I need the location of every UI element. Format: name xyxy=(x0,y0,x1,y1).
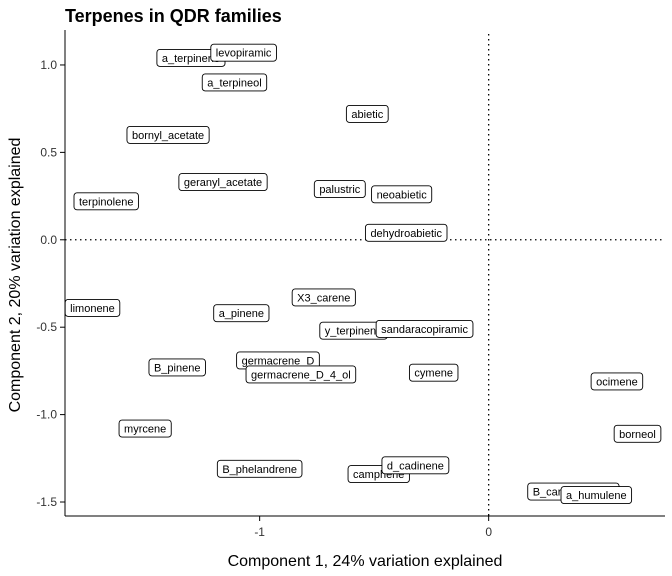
label-box xyxy=(291,288,356,307)
point-label: geranyl_acetate xyxy=(178,173,268,192)
label-text: B_phelandrene xyxy=(222,464,297,476)
point-label: dehydroabietic xyxy=(364,223,448,242)
label-text: borneol xyxy=(619,429,656,441)
label-text: germacrene_D xyxy=(242,355,315,367)
point-label: B_phelandrene xyxy=(216,459,303,478)
label-text: y_terpinene xyxy=(325,326,383,338)
label-text: terpinolene xyxy=(79,196,133,208)
label-box xyxy=(126,125,210,144)
point-label: a_pinene xyxy=(213,304,270,323)
point-label: germacrene_D_4_ol xyxy=(245,365,357,384)
label-text: limonene xyxy=(70,303,115,315)
point-label: d_cadinene xyxy=(381,456,450,475)
y-axis-title: Component 2, 20% variation explained xyxy=(7,138,24,413)
y-tick-label: -1.0 xyxy=(36,408,57,422)
label-box xyxy=(371,185,433,204)
point-label: B_pinene xyxy=(148,358,206,377)
label-text: levopiramic xyxy=(216,48,272,60)
point-label: X3_carene xyxy=(291,288,356,307)
label-box xyxy=(148,358,206,377)
label-box xyxy=(201,73,268,92)
point-label: palustric xyxy=(313,180,366,199)
label-text: cymene xyxy=(414,368,453,380)
label-text: palustric xyxy=(319,184,360,196)
label-box xyxy=(613,424,662,443)
point-label: cymene xyxy=(408,363,459,382)
point-label: abietic xyxy=(345,104,389,123)
y-tick-label: 0.0 xyxy=(40,233,57,247)
x-tick-label: -1 xyxy=(254,525,265,539)
point-label: y_terpinene xyxy=(319,321,388,340)
point-label: neoabietic xyxy=(371,185,433,204)
label-box xyxy=(245,365,357,384)
label-box xyxy=(381,456,450,475)
label-text: myrcene xyxy=(124,424,166,436)
label-box xyxy=(178,173,268,192)
label-text: B_pinene xyxy=(154,362,201,374)
label-text: bornyl_acetate xyxy=(132,130,204,142)
label-box xyxy=(216,459,303,478)
point-label: ocimene xyxy=(590,372,644,391)
point-label: levopiramic xyxy=(210,43,277,62)
label-text: a_pinene xyxy=(219,308,264,320)
label-text: dehydroabietic xyxy=(370,228,442,240)
point-label: bornyl_acetate xyxy=(126,125,210,144)
label-box xyxy=(313,180,366,199)
label-box xyxy=(64,299,121,317)
y-tick-label: 1.0 xyxy=(40,58,57,72)
label-text: d_cadinene xyxy=(387,460,444,472)
label-box xyxy=(118,419,172,438)
y-tick-label: -0.5 xyxy=(36,320,57,334)
label-text: neoabietic xyxy=(377,189,428,201)
label-text: a_terpinene xyxy=(162,53,220,65)
label-text: sandaracopiramic xyxy=(381,324,468,336)
point-label: limonene xyxy=(64,299,121,317)
label-box xyxy=(73,192,139,211)
x-tick-label: 0 xyxy=(485,525,492,539)
point-label: borneol xyxy=(613,424,662,443)
label-text: X3_carene xyxy=(297,292,350,304)
reference-lines xyxy=(65,34,665,516)
label-box xyxy=(210,43,277,62)
label-text: abietic xyxy=(351,109,383,121)
point-label: terpinolene xyxy=(73,192,139,211)
point-label: sandaracopiramic xyxy=(375,319,474,338)
y-tick-label: -1.5 xyxy=(36,495,57,509)
x-axis-title: Component 1, 24% variation explained xyxy=(228,553,503,570)
point-label: myrcene xyxy=(118,419,172,438)
label-text: a_humulene xyxy=(566,490,627,502)
point-label: a_terpineol xyxy=(201,73,268,92)
point-label: a_humulene xyxy=(560,486,633,504)
label-box xyxy=(375,319,474,338)
axes: 1.0 0.5 0.0 -0.5 -1.0 -1.5 -1 0 xyxy=(36,30,665,539)
y-tick-label: 0.5 xyxy=(40,145,57,159)
label-box xyxy=(364,223,448,242)
chart-title: Terpenes in QDR families xyxy=(65,6,282,26)
label-box xyxy=(590,372,644,391)
label-text: ocimene xyxy=(596,376,638,388)
label-box xyxy=(345,104,389,123)
label-text: a_terpineol xyxy=(207,77,261,89)
label-box xyxy=(560,486,633,504)
point-label: germacrene_D xyxy=(236,351,320,370)
label-text: geranyl_acetate xyxy=(184,177,262,189)
label-box xyxy=(213,304,270,323)
label-text: germacrene_D_4_ol xyxy=(251,369,351,381)
label-box xyxy=(408,363,459,382)
